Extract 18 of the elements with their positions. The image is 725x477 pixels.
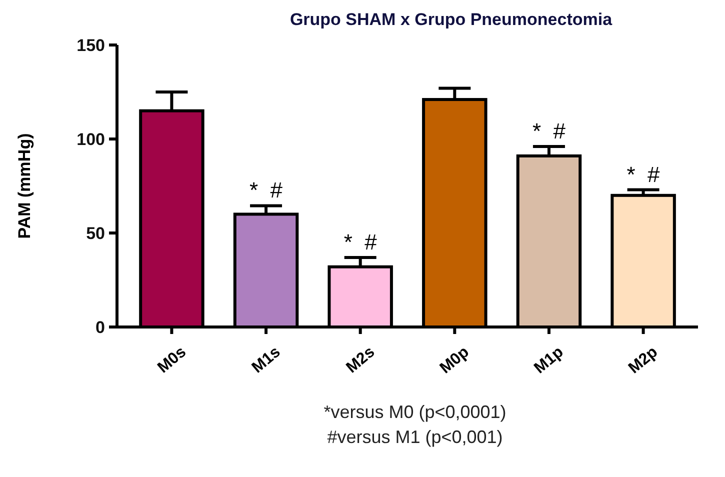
y-tick-label: 0 (96, 318, 105, 337)
x-tick-label: M0p (436, 343, 473, 378)
annotation: * # (532, 118, 566, 144)
y-tick-label: 100 (76, 130, 105, 149)
x-tick-label: M2p (626, 343, 662, 378)
x-tick-label: M2s (343, 344, 378, 377)
annotation: * # (626, 162, 661, 187)
annotation: * # (344, 229, 378, 254)
annotation: * # (250, 178, 284, 203)
x-tick-label: M0s (154, 344, 190, 377)
text: #versus M1 (p<0,001) (327, 427, 503, 447)
y-tick-label: 150 (76, 36, 105, 55)
text: *versus M0 (p<0,0001) (324, 402, 506, 422)
y-axis-title: PAM (mmHg) (15, 133, 34, 239)
y-tick-label: 50 (86, 224, 105, 243)
x-tick-label: M1p (531, 343, 567, 378)
chart-title: Grupo SHAM x Grupo Pneumonectomia (290, 10, 613, 29)
x-tick-label: M1s (249, 344, 284, 377)
